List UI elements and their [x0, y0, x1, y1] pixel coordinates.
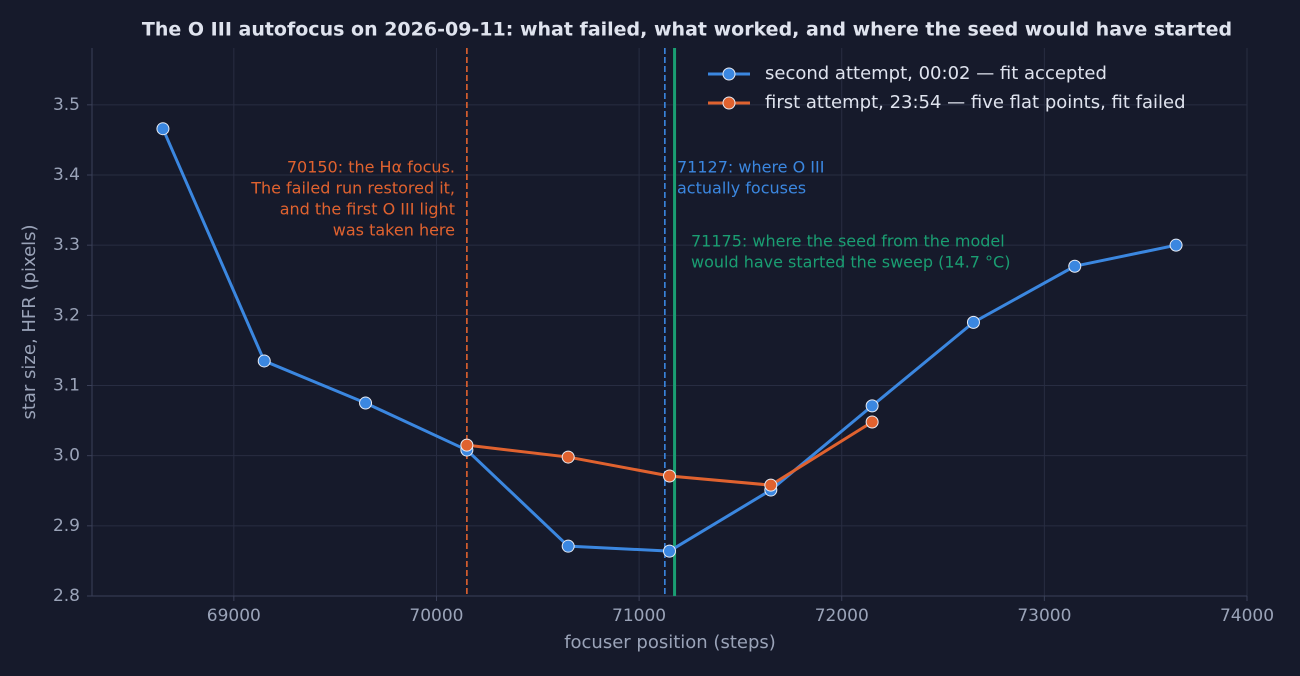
y-tick-label: 3.1: [53, 376, 80, 396]
data-point: [966, 315, 980, 329]
chart-title: The O III autofocus on 2026-09-11: what …: [142, 19, 1232, 41]
y-tick-label: 3.5: [53, 95, 80, 115]
annotation-text: was taken here: [333, 221, 455, 240]
data-point: [1169, 238, 1183, 252]
legend-marker: [722, 67, 736, 81]
y-axis-label: star size, HFR (pixels): [19, 224, 40, 419]
x-tick-label: 73000: [1017, 606, 1071, 626]
data-point: [257, 354, 271, 368]
legend-label: first attempt, 23:54 — five flat points,…: [765, 92, 1186, 113]
legend-label: second attempt, 00:02 — fit accepted: [765, 63, 1107, 84]
y-tick-label: 3.4: [53, 165, 80, 185]
x-tick-label: 70000: [409, 606, 463, 626]
data-point: [561, 450, 575, 464]
x-tick-label: 71000: [612, 606, 666, 626]
data-point: [663, 544, 676, 558]
y-tick-label: 2.8: [53, 586, 80, 606]
data-point: [1068, 259, 1082, 273]
data-point: [865, 415, 879, 429]
annotation-text: would have started the sweep (14.7 °C): [691, 253, 1010, 272]
data-point: [663, 469, 676, 483]
annotation-text: The failed run restored it,: [250, 179, 455, 198]
data-point: [764, 478, 778, 492]
data-point: [359, 396, 373, 410]
y-tick-label: 3.0: [53, 446, 80, 466]
data-point: [865, 399, 879, 413]
x-tick-label: 72000: [815, 606, 869, 626]
annotation-text: and the first O III light: [280, 200, 455, 219]
y-tick-label: 2.9: [53, 516, 80, 536]
annotation-text: actually focuses: [677, 179, 806, 198]
x-tick-label: 69000: [207, 606, 261, 626]
x-axis-label: focuser position (steps): [564, 632, 776, 653]
annotation-text: 70150: the Hα focus.: [287, 158, 455, 177]
data-point: [561, 539, 575, 553]
annotation-text: 71127: where O III: [677, 158, 824, 177]
legend-marker: [722, 96, 736, 110]
annotation-text: 71175: where the seed from the model: [691, 232, 1005, 251]
y-tick-label: 3.2: [53, 305, 80, 325]
data-point: [156, 122, 170, 136]
data-point: [460, 438, 474, 452]
y-tick-label: 3.3: [53, 235, 80, 255]
x-tick-label: 74000: [1220, 606, 1274, 626]
